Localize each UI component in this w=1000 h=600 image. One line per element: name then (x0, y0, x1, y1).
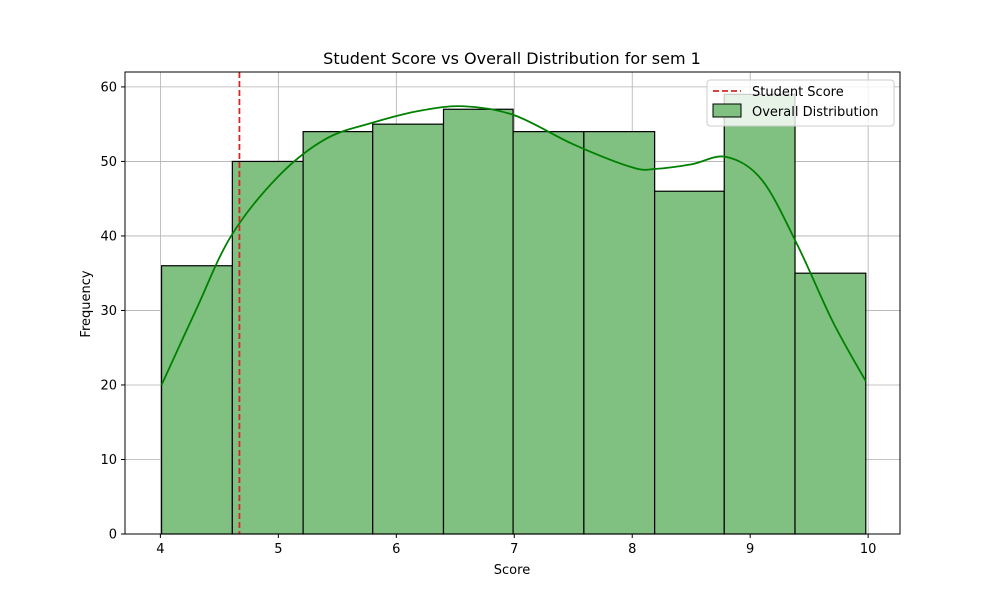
x-tick-label: 10 (860, 542, 877, 557)
legend-box (706, 79, 895, 127)
x-tick-label: 4 (156, 542, 164, 557)
legend-overall-distribution-swatch (712, 103, 742, 118)
y-tick-label: 50 (100, 155, 117, 170)
y-tick-label: 10 (100, 453, 117, 468)
histogram-bar (654, 190, 725, 535)
y-tick-label: 0 (109, 528, 117, 543)
x-tick-label: 7 (510, 542, 518, 557)
y-tick-label: 40 (100, 229, 117, 244)
x-tick-label: 8 (628, 542, 636, 557)
histogram-bar (583, 131, 656, 535)
histogram-bar (723, 93, 796, 535)
kde-curve (160, 105, 867, 386)
plot-frame (124, 71, 901, 535)
histogram-bars (160, 93, 867, 535)
histogram-bar (512, 131, 585, 535)
histogram-bar (794, 272, 867, 535)
histogram-bar (372, 123, 445, 535)
axis-ticks: 4 5 6 7 8 9 10 0 10 20 30 40 50 60 (100, 80, 876, 557)
legend-overall-distribution-label: Overall Distribution (752, 105, 878, 120)
kde-curve-group (160, 105, 867, 386)
y-axis-label: Frequency (79, 270, 94, 337)
histogram-bar (442, 108, 514, 535)
x-tick-label: 5 (274, 542, 282, 557)
chart-title: Student Score vs Overall Distribution fo… (323, 49, 701, 68)
legend: Student Score Overall Distribution (706, 79, 895, 127)
x-axis-label: Score (494, 563, 530, 578)
x-tick-label: 6 (392, 542, 400, 557)
x-tick-label: 9 (746, 542, 754, 557)
y-tick-label: 20 (100, 378, 117, 393)
legend-student-score-label: Student Score (752, 85, 844, 100)
y-tick-label: 30 (100, 304, 117, 319)
y-tick-label: 60 (100, 80, 117, 95)
histogram-bar (302, 131, 374, 535)
